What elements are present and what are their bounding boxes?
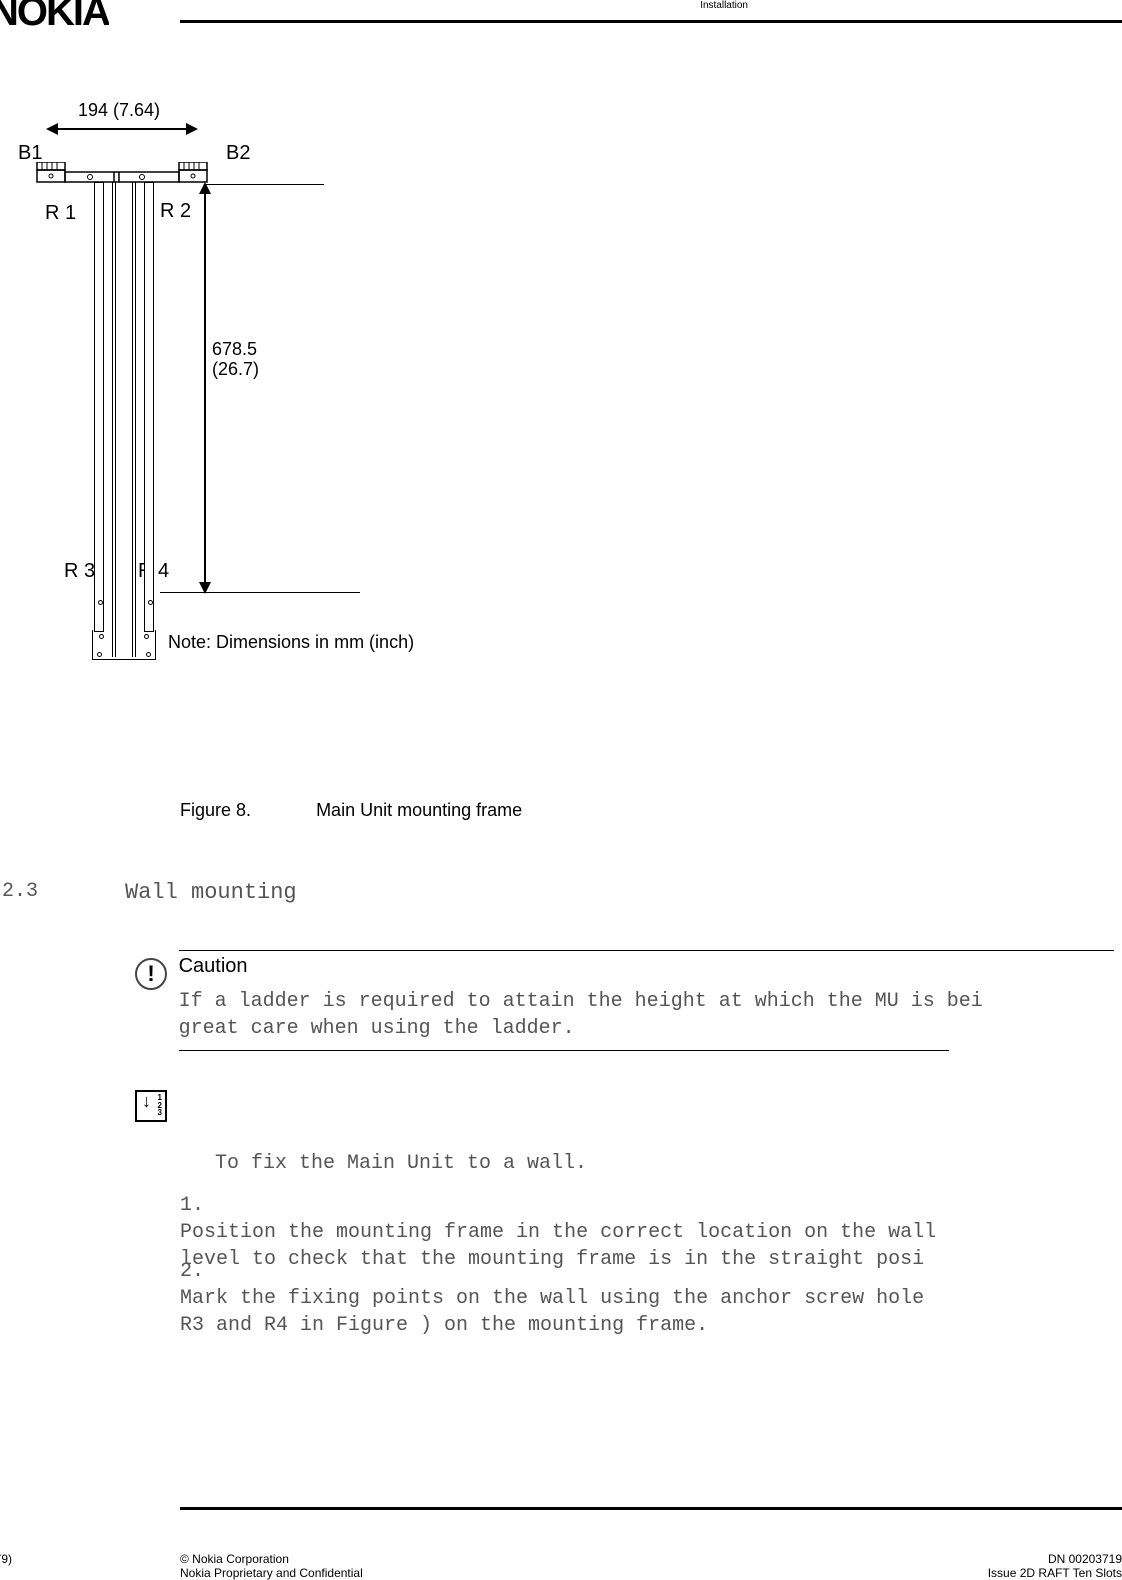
hole-icon (97, 652, 102, 657)
step-number: 2. (180, 1258, 225, 1285)
hole-icon (148, 600, 153, 605)
footer-copyright-block: © Nokia Corporation Nokia Proprietary an… (180, 1552, 363, 1580)
footer-dn: DN 00203719 (1048, 1552, 1122, 1566)
bracket-top-svg (32, 162, 232, 184)
frame-rail-inner-left (112, 182, 116, 657)
section-title: Wall mounting (125, 880, 297, 905)
caution-icon: ! (135, 958, 167, 990)
step2-line1: Mark the fixing points on the wall using… (180, 1287, 924, 1310)
frame-rail-outer-right (144, 182, 154, 632)
footer-confidential: Nokia Proprietary and Confidential (180, 1566, 363, 1580)
step2-line2: R3 and R4 in Figure ) on the mounting fr… (180, 1314, 708, 1337)
step1-line1: Position the mounting frame in the corre… (180, 1221, 936, 1244)
step-number: 1. (180, 1192, 225, 1219)
figure-caption: Figure 8. Main Unit mounting frame (180, 800, 522, 821)
procedure-icon-nums: 123 (158, 1094, 162, 1117)
figure-title: Main Unit mounting frame (316, 800, 522, 820)
dimension-side-mm: 678.5 (212, 339, 257, 359)
step-body: Mark the fixing points on the wall using… (180, 1285, 1075, 1339)
label-r1: R 1 (45, 202, 76, 225)
footer-issue: Issue 2D RAFT Ten Slots (988, 1566, 1122, 1580)
caution-title: Caution (179, 955, 1114, 978)
label-r3: R 3 (64, 560, 95, 583)
caution-line2: great care when using the ladder. (179, 1017, 575, 1040)
caution-line1: If a ladder is required to attain the he… (179, 990, 983, 1013)
logo: NOKIA (0, 0, 109, 35)
frame-rail-outer-left (94, 182, 104, 632)
hole-icon (146, 652, 151, 657)
procedure-step-2: 2. Mark the fixing points on the wall us… (180, 1258, 1122, 1339)
procedure-intro: To fix the Main Unit to a wall. (215, 1150, 1122, 1177)
dimension-side-inch: (26.7) (212, 359, 259, 379)
frame-rail-inner-right (132, 182, 136, 657)
footer-page: 22 (79) (0, 1552, 12, 1566)
hole-icon (98, 600, 103, 605)
arrow-down-icon: ↓ (141, 1094, 152, 1112)
procedure-icon: ↓ 123 (135, 1090, 167, 1122)
hole-icon (144, 634, 149, 639)
footer-right-block: DN 00203719 Issue 2D RAFT Ten Slots (722, 1552, 1122, 1580)
label-r2: R 2 (160, 200, 191, 223)
dimension-note: Note: Dimensions in mm (inch) (168, 632, 414, 653)
caution-block: ! Caution If a ladder is required to att… (135, 950, 1122, 1051)
mounting-frame-diagram: 194 (7.64) B1 B2 R 1 R 2 R 3 R 4 678.5 (10, 100, 530, 740)
frame-bottom-plate (92, 630, 156, 660)
footer-rule (180, 1507, 1122, 1510)
dimension-arrow-vertical (204, 184, 206, 592)
dimension-top: 194 (7.64) (78, 100, 160, 121)
caution-body: If a ladder is required to attain the he… (179, 988, 1114, 1042)
dimension-side: 678.5 (26.7) (212, 340, 259, 380)
header-right-text: Installation (700, 0, 748, 11)
caution-rule-bottom (179, 1050, 949, 1051)
extension-line-top (204, 184, 324, 185)
footer-copyright: © Nokia Corporation (180, 1552, 289, 1566)
header-rule (180, 20, 1122, 23)
section-number: 5.2.3 (0, 880, 38, 903)
dimension-arrow-horizontal (48, 128, 196, 130)
hole-icon (99, 634, 104, 639)
extension-line-bottom (160, 592, 360, 593)
caution-rule-top (179, 950, 1114, 951)
figure-label: Figure 8. (180, 800, 251, 820)
